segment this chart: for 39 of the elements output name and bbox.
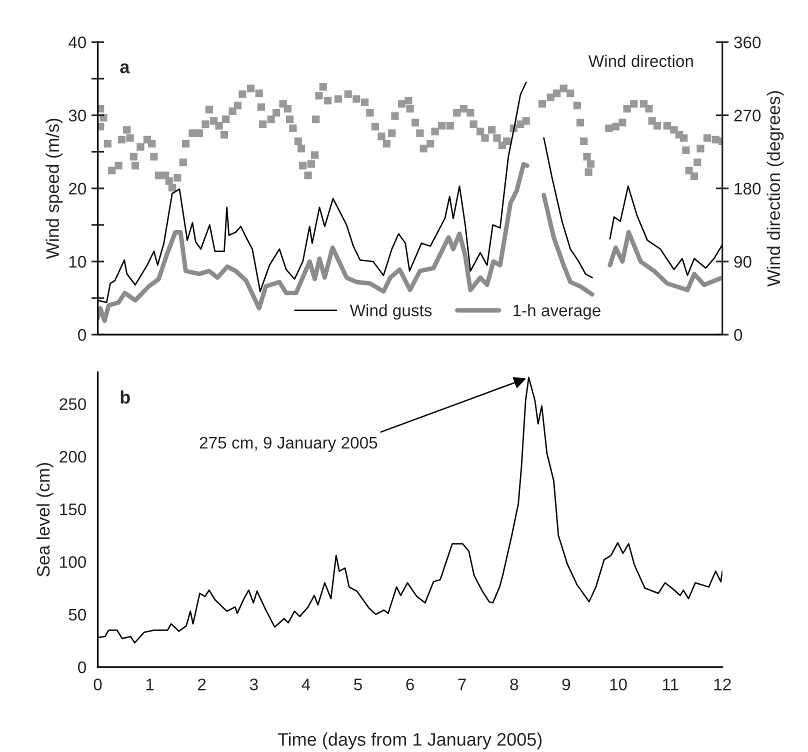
annotation: 275 cm, 9 January 2005 [200,436,378,452]
x-tick-label: 0 [94,678,102,690]
x-tick-label: 11 [662,678,678,690]
x-tick-label: 3 [250,678,258,690]
x-tick-label: 8 [510,678,518,690]
y2-tick-label: 270 [734,110,761,122]
y2-tick-label: 360 [734,36,761,48]
y-tick-label: 200 [60,450,86,463]
y-axis-title: Wind speed (m/s) [46,118,63,260]
y2-tick-label: 180 [734,182,761,195]
y-tick-label: 250 [60,398,86,410]
y-tick-label: 50 [68,608,86,621]
y-tick-label: 10 [69,256,86,268]
y-axis-title: Sea level (cm) [36,463,54,576]
x-tick-label: 12 [714,678,731,690]
y-tick-label: 0 [78,329,86,341]
y2-axis-title: Wind direction (degrees) [766,91,784,287]
x-tick-label: 9 [562,678,570,690]
legend-label: 1-h average [514,304,600,320]
y2-tick-label: 90 [734,256,752,268]
y-tick-label: 0 [78,661,86,674]
annotation: b [120,390,130,404]
x-tick-label: 4 [302,678,310,690]
annotation: a [120,63,130,74]
x-tick-label: 10 [610,678,627,690]
y-tick-label: 150 [60,504,86,516]
legend-label: Wind gusts [350,304,432,320]
x-axis-title: Time (days from 1 January 2005) [278,732,542,750]
y-tick-label: 100 [60,556,86,568]
y2-tick-label: 0 [734,329,742,341]
y-tick-label: 30 [68,110,86,122]
y-tick-label: 20 [68,182,86,195]
y-tick-label: 40 [68,36,86,48]
series-label: Wind direction [588,54,693,68]
x-tick-label: 2 [198,678,206,690]
x-tick-label: 5 [354,678,362,690]
x-tick-label: 6 [406,678,414,690]
x-tick-label: 7 [458,678,466,690]
x-tick-label: 1 [146,678,154,690]
